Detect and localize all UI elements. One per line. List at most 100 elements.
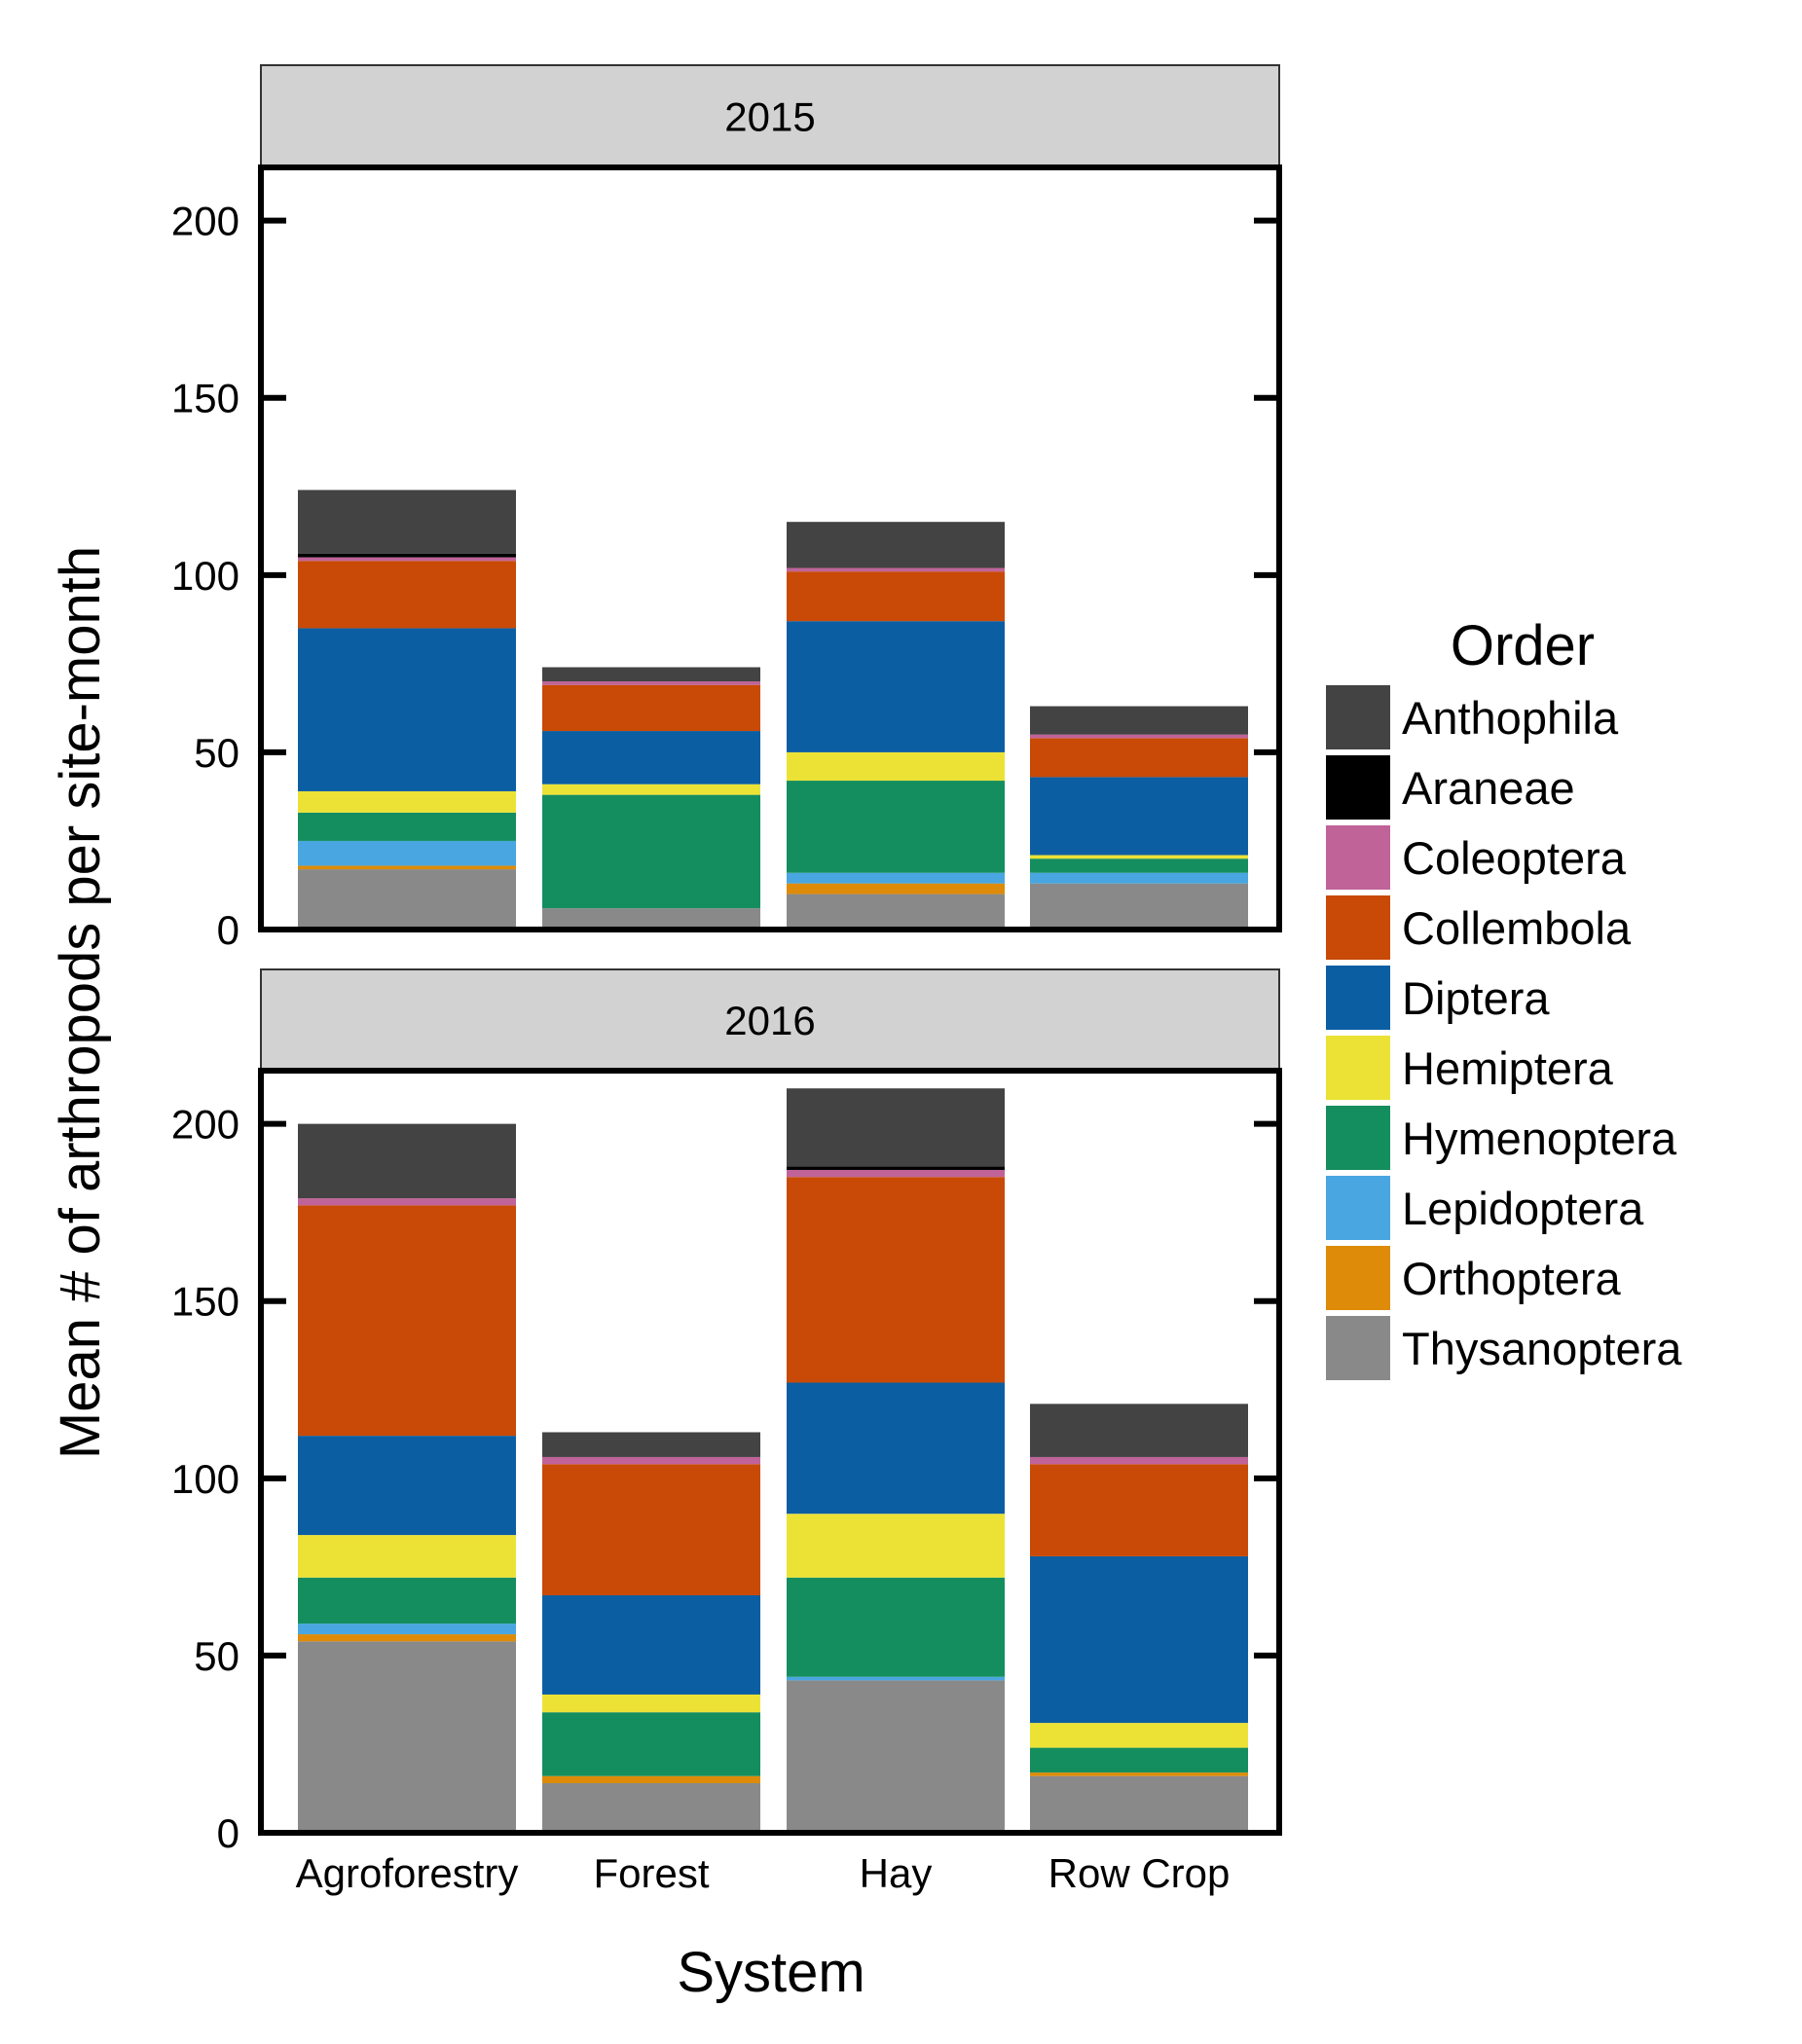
- bar-segment-hymenoptera-forest: [542, 1712, 760, 1776]
- bar-segment-thysanoptera-forest: [542, 908, 760, 930]
- bar-segment-thysanoptera-agroforestry: [298, 869, 516, 930]
- x-axis-title: System: [677, 1941, 864, 2004]
- bar-segment-anthophila-hay: [787, 1088, 1005, 1167]
- bar-segment-hemiptera-forest: [542, 1694, 760, 1713]
- legend-swatch-collembola: [1326, 895, 1390, 960]
- bar-segment-coleoptera-agroforestry: [298, 557, 516, 562]
- bar-segment-thysanoptera-row-crop: [1030, 883, 1248, 930]
- bar-segment-hemiptera-hay: [787, 751, 1005, 782]
- legend-label: Lepidoptera: [1402, 1183, 1644, 1234]
- legend-swatch-orthoptera: [1326, 1246, 1390, 1310]
- panel-border: [258, 164, 1282, 932]
- bar-segment-orthoptera-row-crop: [1030, 1772, 1248, 1776]
- bar-segment-orthoptera-agroforestry: [298, 865, 516, 870]
- legend: Order Anthophila Araneae Coleoptera Collemb…: [1326, 614, 1682, 1380]
- x-tick-label: Forest: [593, 1850, 709, 1896]
- y-tick-label: 50: [194, 1633, 239, 1679]
- legend-label: Hymenoptera: [1402, 1113, 1677, 1164]
- legend-swatch-hemiptera: [1326, 1036, 1390, 1100]
- facet-strip-label: 2016: [724, 998, 815, 1043]
- bar-segment-diptera-agroforestry: [298, 1436, 516, 1536]
- bar-segment-coleoptera-forest: [542, 681, 760, 685]
- bar-segment-collembola-hay: [787, 1177, 1005, 1383]
- bar-segment-hymenoptera-hay: [787, 781, 1005, 873]
- bar-segment-anthophila-agroforestry: [298, 490, 516, 554]
- bar-segment-thysanoptera-agroforestry: [298, 1641, 516, 1833]
- bar-segment-hemiptera-row-crop: [1030, 855, 1248, 859]
- bar-segment-lepidoptera-agroforestry: [298, 1624, 516, 1635]
- legend-swatch-araneae: [1326, 755, 1390, 820]
- bar-segment-diptera-hay: [787, 621, 1005, 752]
- y-tick-label: 0: [217, 1810, 239, 1856]
- bar-segment-diptera-agroforestry: [298, 628, 516, 791]
- legend-label: Coleoptera: [1402, 832, 1627, 884]
- bar-segment-anthophila-forest: [542, 1432, 760, 1457]
- facet-strip-label: 2015: [724, 94, 815, 140]
- bar-segment-lepidoptera-row-crop: [1030, 872, 1248, 884]
- y-tick-label: 200: [171, 199, 239, 244]
- y-tick-label: 100: [171, 553, 239, 599]
- y-tick-label: 200: [171, 1102, 239, 1148]
- legend-label: Diptera: [1402, 972, 1550, 1024]
- y-axis-title: Mean # of arthropods per site-month: [49, 546, 112, 1459]
- bar-segment-coleoptera-hay: [787, 1169, 1005, 1178]
- facet-strip: [260, 64, 1280, 168]
- legend-label: Hemiptera: [1402, 1042, 1614, 1094]
- bar-segment-collembola-forest: [542, 684, 760, 732]
- bar-segment-thysanoptera-hay: [787, 894, 1005, 930]
- bar-segment-collembola-row-crop: [1030, 1464, 1248, 1556]
- bar-segment-collembola-agroforestry: [298, 561, 516, 629]
- bar-segment-coleoptera-hay: [787, 567, 1005, 572]
- bar-segment-coleoptera-agroforestry: [298, 1198, 516, 1206]
- legend-title: Order: [1451, 614, 1595, 677]
- bar-segment-diptera-forest: [542, 731, 760, 785]
- legend-swatch-anthophila: [1326, 685, 1390, 749]
- bar-segment-lepidoptera-hay: [787, 872, 1005, 884]
- bar-segment-diptera-hay: [787, 1382, 1005, 1515]
- x-tick-label: Row Crop: [1048, 1850, 1231, 1896]
- legend-swatch-hymenoptera: [1326, 1106, 1390, 1170]
- bar-segment-anthophila-row-crop: [1030, 706, 1248, 735]
- legend-swatch-lepidoptera: [1326, 1176, 1390, 1240]
- bar-segment-lepidoptera-hay: [787, 1676, 1005, 1681]
- bar-segment-thysanoptera-hay: [787, 1680, 1005, 1833]
- bar-segment-orthoptera-agroforestry: [298, 1634, 516, 1642]
- x-tick-label: Hay: [860, 1850, 933, 1896]
- legend-swatch-coleoptera: [1326, 825, 1390, 890]
- bar-segment-coleoptera-row-crop: [1030, 1456, 1248, 1465]
- legend-swatch-diptera: [1326, 966, 1390, 1030]
- bar-segment-diptera-row-crop: [1030, 1555, 1248, 1724]
- bar-segment-hemiptera-hay: [787, 1514, 1005, 1578]
- bar-segment-hymenoptera-hay: [787, 1577, 1005, 1677]
- bar-segment-hymenoptera-agroforestry: [298, 812, 516, 841]
- y-tick-label: 0: [217, 907, 239, 953]
- x-tick-label: Agroforestry: [296, 1850, 519, 1896]
- legend-label: Orthoptera: [1402, 1253, 1622, 1304]
- bar-segment-thysanoptera-row-crop: [1030, 1775, 1248, 1833]
- legend-swatch-thysanoptera: [1326, 1316, 1390, 1380]
- bar-segment-anthophila-row-crop: [1030, 1404, 1248, 1457]
- panel-2016: 2016 0 50 100 150 200: [171, 968, 1282, 1856]
- panel-2015: 2015 0 50 100 150 200: [171, 64, 1282, 953]
- y-tick-label: 100: [171, 1456, 239, 1502]
- bar-segment-hemiptera-row-crop: [1030, 1723, 1248, 1748]
- bar-segment-diptera-row-crop: [1030, 777, 1248, 856]
- bar-segment-anthophila-forest: [542, 667, 760, 682]
- bar-segment-orthoptera-hay: [787, 883, 1005, 894]
- bar-segment-hymenoptera-forest: [542, 794, 760, 909]
- bar-segment-hymenoptera-agroforestry: [298, 1577, 516, 1624]
- bar-segment-hemiptera-forest: [542, 784, 760, 795]
- panel-border: [258, 1068, 1282, 1836]
- legend-label: Collembola: [1402, 902, 1632, 954]
- bar-segment-coleoptera-forest: [542, 1456, 760, 1465]
- x-axis: Agroforestry Forest Hay Row Crop: [296, 1850, 1231, 1896]
- bar-segment-orthoptera-forest: [542, 1775, 760, 1784]
- y-tick-label: 150: [171, 1279, 239, 1325]
- legend-label: Thysanoptera: [1402, 1323, 1682, 1374]
- bar-segment-collembola-row-crop: [1030, 738, 1248, 778]
- bar-segment-hemiptera-agroforestry: [298, 1535, 516, 1578]
- y-tick-label: 50: [194, 730, 239, 776]
- bar-segment-hemiptera-agroforestry: [298, 790, 516, 813]
- y-tick-label: 150: [171, 376, 239, 421]
